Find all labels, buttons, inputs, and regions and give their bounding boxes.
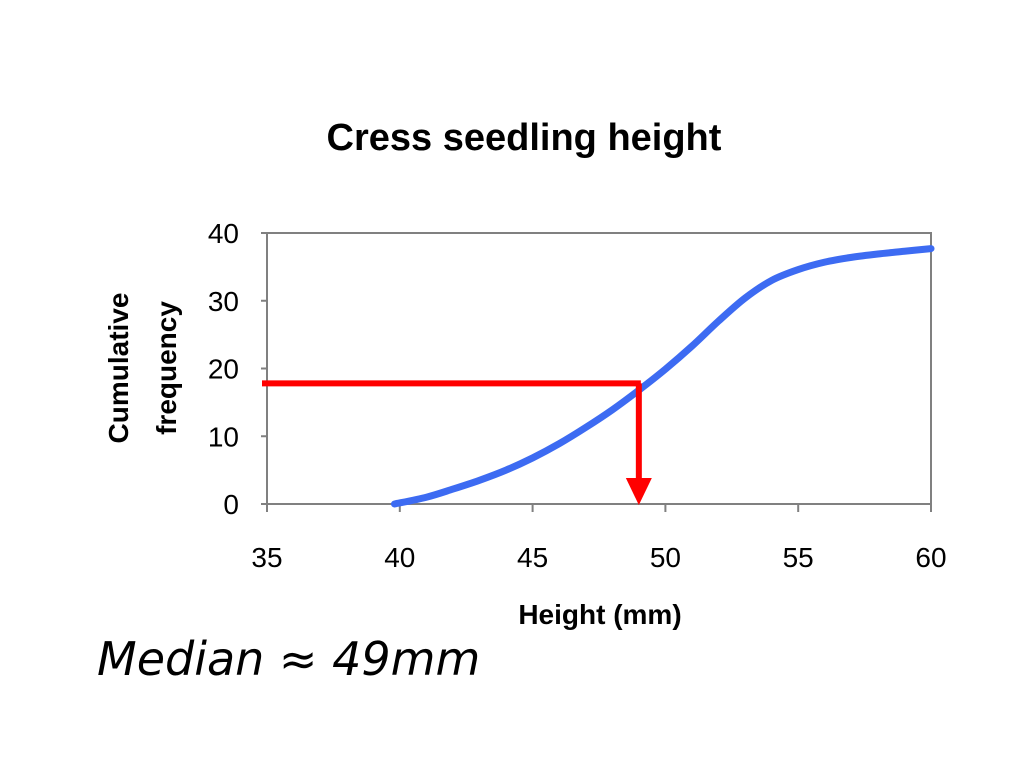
y-axis: 0 10 20 30 40 — [208, 218, 267, 520]
y-tick-label: 20 — [208, 354, 239, 385]
chart-title: Cress seedling height — [327, 117, 722, 159]
y-axis-label-line-1: Cumulative — [103, 293, 134, 444]
y-axis-label: Cumulative frequency — [103, 293, 182, 444]
x-tick-label: 50 — [650, 542, 681, 573]
y-tick-label: 40 — [208, 218, 239, 249]
y-tick-label: 10 — [208, 421, 239, 452]
x-tick-label: 45 — [517, 542, 548, 573]
plot-area-border — [266, 232, 932, 505]
y-tick-label: 30 — [208, 286, 239, 317]
x-tick-label: 40 — [384, 542, 415, 573]
x-tick-label: 35 — [251, 542, 282, 573]
x-axis: 35 40 45 50 55 60 — [251, 504, 947, 573]
median-note: Median ≈ 49mm — [97, 632, 481, 686]
y-tick-label: 0 — [223, 489, 239, 520]
median-annotation — [262, 380, 652, 505]
x-axis-label: Height (mm) — [518, 599, 681, 630]
x-tick-label: 60 — [915, 542, 946, 573]
x-tick-label: 55 — [783, 542, 814, 573]
plot-frame — [266, 232, 932, 505]
series-layer — [390, 245, 935, 508]
median-arrowhead — [625, 478, 652, 505]
y-axis-label-line-2: frequency — [151, 301, 182, 435]
series-line — [390, 245, 935, 508]
